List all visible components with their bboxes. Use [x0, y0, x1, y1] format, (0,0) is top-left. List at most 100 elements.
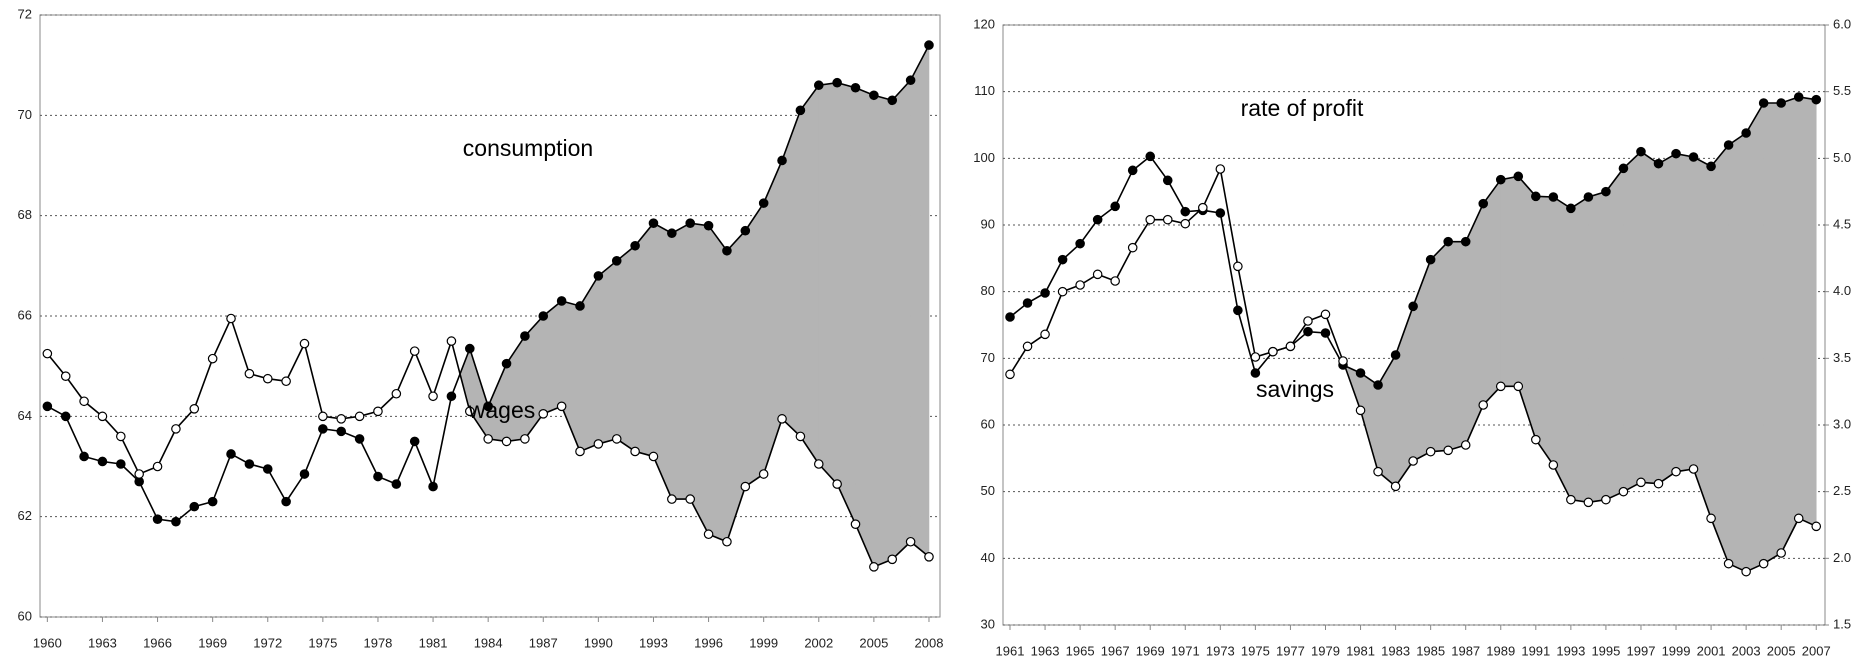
marker: [1583, 497, 1594, 508]
marker: [1601, 494, 1611, 505]
marker: [1408, 301, 1418, 312]
marker: [262, 373, 273, 384]
marker: [97, 411, 108, 422]
marker: [97, 456, 108, 467]
y-tick-label: 60: [18, 608, 32, 623]
x-tick-label: 1975: [1241, 643, 1270, 658]
marker: [538, 409, 549, 419]
marker: [1653, 478, 1664, 489]
marker: [1671, 466, 1681, 477]
marker: [1268, 346, 1278, 357]
marker: [373, 471, 383, 482]
marker: [685, 494, 696, 504]
marker: [1653, 158, 1664, 169]
shaded-area: [873, 94, 893, 568]
x-tick-label: 1993: [639, 635, 668, 650]
marker: [1285, 341, 1296, 352]
marker: [318, 411, 328, 422]
marker: [446, 391, 457, 402]
marker: [1057, 286, 1068, 297]
marker: [593, 439, 604, 449]
marker: [1075, 238, 1085, 249]
y-tick-label: 70: [981, 350, 995, 365]
marker: [299, 469, 310, 479]
marker: [556, 401, 567, 412]
shaded-area: [1710, 144, 1729, 564]
marker: [483, 434, 493, 444]
x-tick-label: 1967: [1101, 643, 1130, 658]
shaded-area: [671, 222, 691, 500]
marker: [1215, 208, 1226, 218]
x-tick-label: 1983: [1381, 643, 1410, 658]
marker: [79, 451, 89, 462]
x-tick-label: 1993: [1556, 643, 1585, 658]
marker: [1636, 477, 1646, 488]
marker: [1233, 261, 1243, 272]
x-tick-label: 1981: [419, 635, 448, 650]
marker: [813, 459, 824, 469]
marker: [795, 431, 806, 442]
marker: [1057, 254, 1068, 265]
y-tick-label: 100: [973, 150, 995, 165]
x-tick-label: 1960: [33, 635, 62, 650]
marker: [1198, 202, 1208, 213]
shaded-area: [1588, 191, 1607, 503]
marker: [905, 536, 916, 547]
y2-tick-label: 2.0: [1833, 550, 1851, 565]
marker: [575, 446, 585, 457]
marker: [1373, 466, 1383, 477]
x-tick-label: 1973: [1206, 643, 1235, 658]
marker: [1443, 236, 1453, 247]
x-tick-label: 1985: [1416, 643, 1445, 658]
x-tick-label: 2001: [1697, 643, 1726, 658]
marker: [299, 338, 310, 349]
shaded-area: [616, 245, 636, 453]
marker: [1092, 214, 1103, 225]
annotation: rate of profit: [1241, 95, 1364, 121]
y-tick-label: 60: [981, 416, 995, 431]
marker: [1005, 369, 1015, 380]
marker: [60, 411, 71, 422]
marker: [1162, 214, 1173, 225]
marker: [1215, 164, 1226, 174]
x-tick-label: 1999: [749, 635, 778, 650]
marker: [134, 469, 144, 479]
shaded-area: [1693, 156, 1712, 519]
annotation: wages: [468, 397, 535, 423]
shaded-area: [1482, 178, 1502, 406]
y-tick-label: 50: [981, 483, 995, 498]
marker: [1320, 328, 1331, 338]
shaded-area: [910, 44, 930, 558]
marker: [318, 424, 328, 434]
marker: [685, 218, 696, 228]
marker: [409, 436, 420, 447]
marker: [1793, 92, 1804, 102]
marker: [869, 562, 879, 572]
x-tick-label: 2003: [1732, 643, 1761, 658]
marker: [262, 464, 273, 474]
marker: [1075, 280, 1085, 290]
x-tick-label: 2005: [1767, 643, 1796, 658]
shaded-area: [1570, 196, 1589, 503]
y-tick-label: 30: [981, 616, 995, 631]
y-tick-label: 40: [981, 550, 995, 565]
marker: [354, 411, 365, 422]
marker: [1180, 206, 1191, 217]
marker: [1741, 128, 1751, 138]
marker: [116, 431, 126, 442]
marker: [1425, 254, 1436, 265]
marker: [281, 376, 291, 387]
marker: [777, 414, 787, 424]
marker: [905, 75, 916, 86]
marker: [79, 396, 89, 407]
marker: [924, 551, 934, 562]
marker: [226, 313, 236, 324]
marker: [611, 256, 622, 266]
marker: [1303, 326, 1313, 337]
marker: [1566, 494, 1576, 505]
marker: [1425, 446, 1436, 457]
marker: [409, 346, 420, 356]
marker: [1110, 201, 1120, 212]
y2-tick-label: 3.0: [1833, 416, 1851, 431]
